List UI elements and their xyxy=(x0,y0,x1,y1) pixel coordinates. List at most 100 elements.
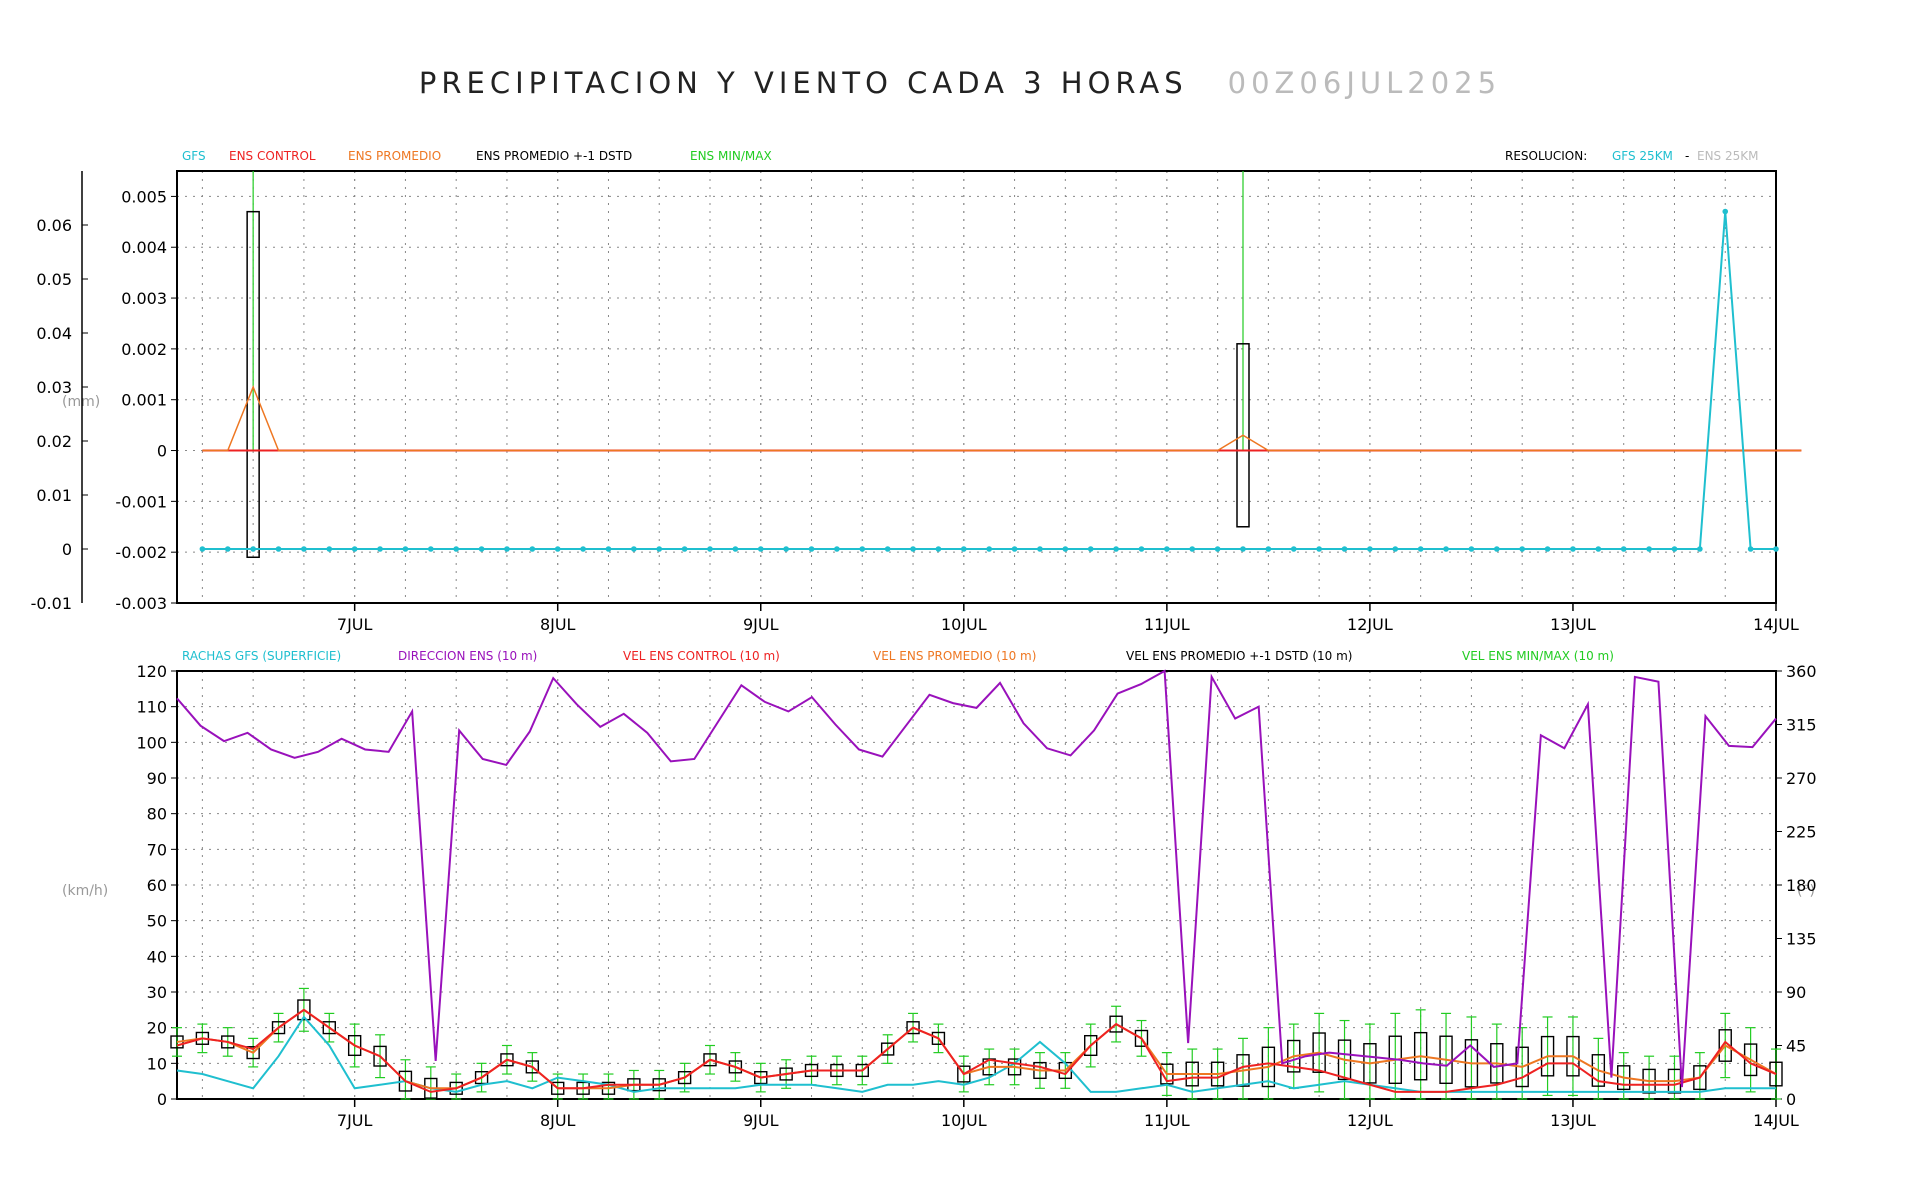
dir-y-tick-label: 0 xyxy=(1786,1090,1796,1109)
x-tick-label: 13JUL xyxy=(1550,615,1596,634)
resolution-label: RESOLUCION: xyxy=(1505,149,1587,163)
wind-dstd-box xyxy=(677,1071,692,1085)
precip-gfs-point xyxy=(1519,546,1525,552)
precip-gfs-point xyxy=(1087,546,1094,552)
inner-y-tick-label: 0.003 xyxy=(121,289,167,308)
x-tick-label: 11JUL xyxy=(1144,1111,1190,1130)
precip-gfs-point xyxy=(250,546,256,552)
wind-y-tick-label: 120 xyxy=(136,662,167,681)
precip-gfs-point xyxy=(1417,546,1424,552)
wind-dstd-box xyxy=(703,1053,717,1067)
wind-y-tick-label: 0 xyxy=(157,1090,167,1109)
wind-y-tick-label: 50 xyxy=(147,912,167,931)
legend-ens-minmax: ENS MIN/MAX xyxy=(690,149,772,163)
wind-dstd-box xyxy=(906,1021,920,1035)
plot-frame xyxy=(176,170,1777,604)
dir-y-tick-label: 135 xyxy=(1786,930,1817,949)
precip-gfs-point xyxy=(1697,546,1703,552)
precip-gfs-point xyxy=(631,546,637,552)
x-tick-label: 14JUL xyxy=(1753,615,1799,634)
precip-gfs-point xyxy=(199,546,206,552)
precip-gfs-point xyxy=(1062,546,1069,552)
outer-y-tick-label: 0.04 xyxy=(36,324,72,343)
precip-gfs-point xyxy=(1138,546,1145,552)
wind-promedio-line xyxy=(176,1008,1777,1090)
precip-gfs-point xyxy=(1367,546,1373,552)
outer-y-tick-label: 0.05 xyxy=(36,270,72,289)
wind-dstd-box xyxy=(1718,1029,1732,1062)
wind-y-tick-label: 70 xyxy=(147,840,167,859)
wind-dstd-box xyxy=(246,1046,260,1060)
precip-gfs-point xyxy=(1164,546,1170,552)
precip-gfs-point xyxy=(707,546,713,552)
precip-gfs-point xyxy=(453,546,459,552)
precip-gfs-point xyxy=(224,546,231,552)
wind-y-tick-label: 10 xyxy=(147,1054,167,1073)
legend-ens-control: ENS CONTROL xyxy=(229,149,316,163)
precip-gfs-point xyxy=(1290,546,1297,552)
precip-gfs-point xyxy=(428,546,434,552)
precip-gfs-point xyxy=(1011,546,1018,552)
precip-gfs-point xyxy=(326,546,333,552)
precip-gfs-point xyxy=(1494,546,1500,552)
outer-y-tick-label: 0.02 xyxy=(36,432,72,451)
precip-gfs-point xyxy=(1468,546,1475,552)
wind-y-tick-label: 30 xyxy=(147,983,167,1002)
x-tick-label: 12JUL xyxy=(1347,615,1393,634)
dir-y-tick-label: 360 xyxy=(1786,662,1817,681)
outer-y-tick-label: -0.01 xyxy=(31,594,72,613)
precip-gfs-point xyxy=(301,546,307,552)
legend-vel-promedio: VEL ENS PROMEDIO (10 m) xyxy=(873,649,1036,663)
precip-gfs-point xyxy=(1037,546,1043,552)
x-tick-label: 8JUL xyxy=(540,1111,576,1130)
dir-y-tick-label: 90 xyxy=(1786,983,1806,1002)
precip-promedio-line xyxy=(202,384,1802,452)
legend-vel-control: VEL ENS CONTROL (10 m) xyxy=(623,649,780,663)
x-tick-label: 12JUL xyxy=(1347,1111,1393,1130)
wind-y-tick-label: 100 xyxy=(136,733,167,752)
precip-dstd-box xyxy=(1236,343,1250,528)
resolution-ens: ENS 25KM xyxy=(1697,149,1758,163)
precip-gfs-point xyxy=(783,546,789,552)
legend-vel-minmax: VEL ENS MIN/MAX (10 m) xyxy=(1462,649,1614,663)
x-tick-label: 9JUL xyxy=(743,1111,779,1130)
wind-control-line xyxy=(176,1008,1777,1093)
wind-dstd-box xyxy=(525,1060,540,1074)
legend-direccion-ens: DIRECCION ENS (10 m) xyxy=(398,649,537,663)
inner-y-tick-label: -0.002 xyxy=(115,543,167,562)
wind-dstd-box xyxy=(880,1042,895,1056)
wind-dstd-box xyxy=(1109,1015,1123,1033)
inner-y-tick-label: 0.001 xyxy=(121,391,167,410)
x-tick-label: 13JUL xyxy=(1550,1111,1596,1130)
wind-gfs-gust-line xyxy=(176,1015,1776,1093)
precip-gfs-point xyxy=(605,546,612,552)
precip-gfs-point xyxy=(580,546,586,552)
x-tick-label: 10JUL xyxy=(941,1111,987,1130)
wind-dstd-box xyxy=(1084,1034,1098,1057)
wind-y-tick-label: 80 xyxy=(147,805,167,824)
precip-gfs-point xyxy=(1671,546,1678,552)
wind-dstd-box xyxy=(1134,1029,1149,1047)
precip-dstd-box xyxy=(246,210,260,559)
wind-dstd-box xyxy=(728,1060,743,1074)
chart-title-date: 00Z06JUL2025 xyxy=(1227,66,1502,100)
precip-gfs-point xyxy=(351,546,358,552)
bottom-unit-left: (km/h) xyxy=(62,883,108,899)
dir-y-tick-label: 225 xyxy=(1786,823,1817,842)
precip-gfs-point xyxy=(757,546,764,552)
x-tick-label: 7JUL xyxy=(337,615,373,634)
precip-gfs-point xyxy=(808,546,815,552)
inner-y-tick-label: 0.002 xyxy=(121,340,167,359)
precip-gfs-point xyxy=(1443,546,1449,552)
precip-gfs-point xyxy=(1392,546,1399,552)
precip-gfs-point xyxy=(834,546,840,552)
wind-dstd-box xyxy=(373,1045,387,1067)
precip-gfs-point xyxy=(1773,546,1779,552)
wind-y-tick-label: 60 xyxy=(147,876,167,895)
wind-y-tick-label: 20 xyxy=(147,1019,167,1038)
precip-gfs-point xyxy=(961,546,967,552)
precip-gfs-point xyxy=(884,546,891,552)
precip-gfs-point xyxy=(1316,546,1322,552)
wind-dstd-box xyxy=(271,1021,286,1035)
